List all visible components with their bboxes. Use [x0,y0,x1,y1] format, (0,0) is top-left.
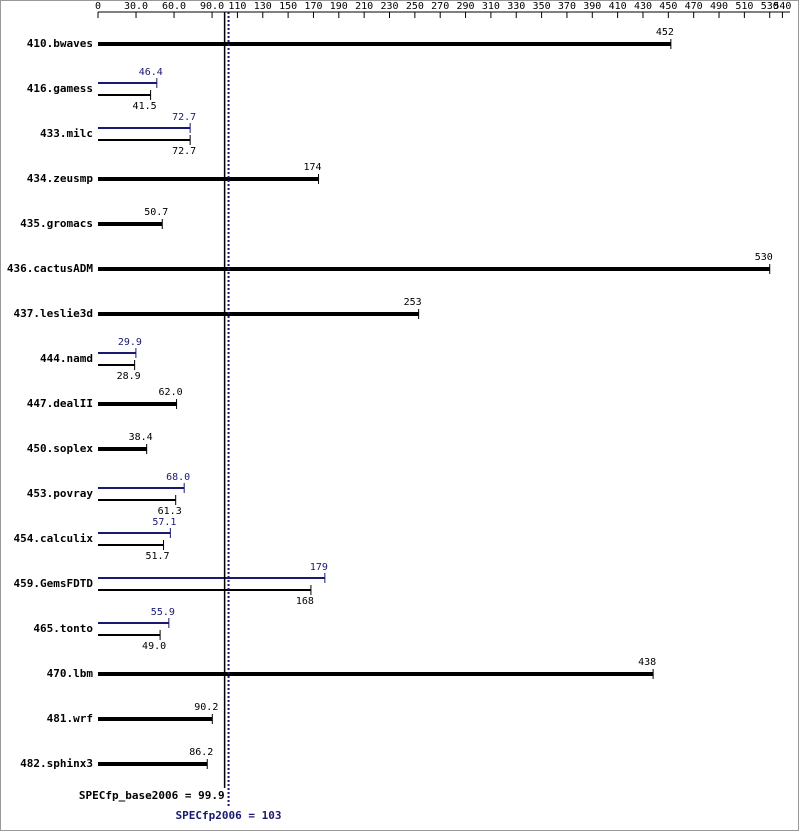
category-label: 465.tonto [33,622,93,635]
category-label: 444.namd [40,352,93,365]
value-label: 174 [303,162,321,173]
x-tick-label: 110 [228,1,246,12]
value-label: 51.7 [145,551,169,562]
value-label: 61.3 [158,506,182,517]
x-tick-label: 170 [304,1,322,12]
category-label: 434.zeusmp [27,172,94,185]
x-tick-label: 230 [380,1,398,12]
value-label: 29.9 [118,337,142,348]
value-label: 62.0 [159,387,183,398]
category-label: 450.soplex [27,442,94,455]
value-label: 530 [755,252,773,263]
value-label: 179 [310,562,328,573]
category-label: 436.cactusADM [7,262,93,275]
value-label: 28.9 [117,371,141,382]
category-label: 453.povray [27,487,94,500]
value-label: 72.7 [172,146,196,157]
value-label: 55.9 [151,607,175,618]
value-label: 49.0 [142,641,166,652]
category-label: 416.gamess [27,82,93,95]
value-label: 41.5 [133,101,157,112]
category-label: 481.wrf [47,712,93,725]
x-tick-label: 410 [609,1,627,12]
value-label: 168 [296,596,314,607]
x-tick-label: 330 [507,1,525,12]
x-tick-label: 490 [710,1,728,12]
x-tick-label: 0 [95,1,101,12]
value-label: 38.4 [129,432,153,443]
x-tick-label: 530 [761,1,779,12]
value-label: 452 [656,27,674,38]
x-tick-label: 350 [533,1,551,12]
x-tick-label: 30.0 [124,1,148,12]
category-label: 435.gromacs [20,217,93,230]
category-label: 433.milc [40,127,93,140]
category-label: 470.lbm [47,667,94,680]
value-label: 90.2 [194,702,218,713]
category-label: 459.GemsFDTD [14,577,94,590]
x-tick-label: 470 [685,1,703,12]
value-label: 72.7 [172,112,196,123]
x-tick-label: 390 [583,1,601,12]
category-label: 454.calculix [14,532,94,545]
category-label: 482.sphinx3 [20,757,93,770]
category-label: 410.bwaves [27,37,93,50]
x-tick-label: 60.0 [162,1,186,12]
x-tick-label: 430 [634,1,652,12]
x-tick-label: 150 [279,1,297,12]
x-tick-label: 210 [355,1,373,12]
value-label: 68.0 [166,472,190,483]
category-label: 447.dealII [27,397,93,410]
x-tick-label: 190 [330,1,348,12]
value-label: 57.1 [152,517,176,528]
reference-label: SPECfp2006 = 103 [176,809,282,822]
x-tick-label: 370 [558,1,576,12]
value-label: 86.2 [189,747,213,758]
x-tick-label: 270 [431,1,449,12]
x-tick-label: 450 [659,1,677,12]
category-label: 437.leslie3d [14,307,93,320]
value-label: 50.7 [144,207,168,218]
x-tick-label: 310 [482,1,500,12]
x-tick-label: 540 [773,1,791,12]
reference-label: SPECfp_base2006 = 99.9 [79,789,225,802]
x-tick-label: 290 [457,1,475,12]
x-tick-label: 130 [254,1,272,12]
value-label: 438 [638,657,656,668]
x-tick-label: 250 [406,1,424,12]
value-label: 253 [404,297,422,308]
x-tick-label: 90.0 [200,1,224,12]
x-tick-label: 510 [735,1,753,12]
value-label: 46.4 [139,67,163,78]
